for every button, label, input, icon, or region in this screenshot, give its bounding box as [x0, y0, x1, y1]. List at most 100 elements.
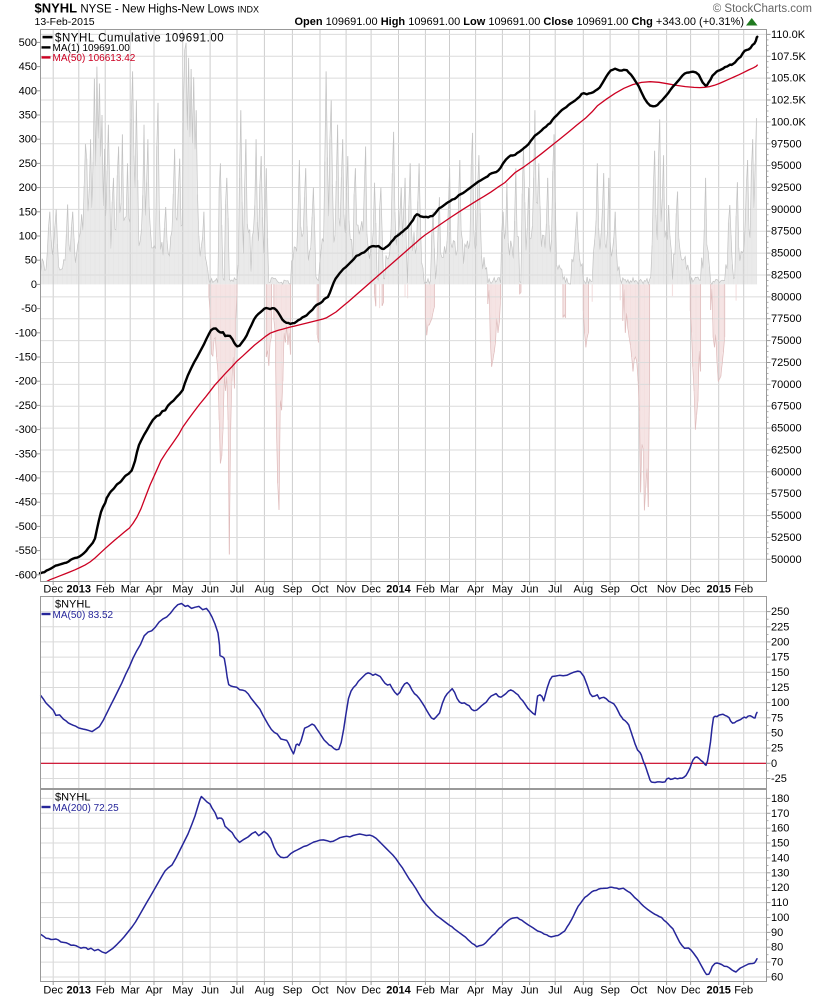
svg-text:100: 100 [771, 697, 789, 709]
svg-text:72500: 72500 [771, 357, 802, 369]
svg-text:-450: -450 [15, 497, 37, 509]
svg-text:-50: -50 [21, 303, 37, 315]
svg-text:95000: 95000 [771, 160, 802, 172]
svg-text:57500: 57500 [771, 488, 802, 500]
svg-text:125: 125 [771, 682, 789, 694]
svg-text:170: 170 [771, 808, 789, 820]
svg-text:Apr: Apr [145, 985, 162, 997]
svg-text:55000: 55000 [771, 510, 802, 522]
svg-text:150: 150 [19, 206, 37, 218]
svg-text:Aug: Aug [574, 985, 594, 997]
svg-text:75: 75 [771, 712, 783, 724]
svg-text:Feb: Feb [734, 985, 753, 997]
svg-text:100.0K: 100.0K [771, 116, 807, 128]
svg-text:Jul: Jul [230, 584, 244, 596]
svg-text:MA(1) 109691.00: MA(1) 109691.00 [53, 43, 131, 54]
svg-text:100: 100 [771, 912, 789, 924]
svg-text:25: 25 [771, 743, 783, 755]
svg-text:2014: 2014 [386, 985, 411, 997]
svg-text:Mar: Mar [121, 584, 140, 596]
svg-text:60000: 60000 [771, 466, 802, 478]
svg-text:100: 100 [19, 231, 37, 243]
svg-text:May: May [492, 584, 513, 596]
svg-text:50000: 50000 [771, 554, 802, 566]
svg-text:2013: 2013 [67, 584, 91, 596]
svg-text:Mar: Mar [440, 584, 459, 596]
svg-text:Dec: Dec [361, 985, 381, 997]
svg-text:2015: 2015 [706, 985, 730, 997]
svg-text:87500: 87500 [771, 226, 802, 238]
svg-text:Aug: Aug [255, 985, 275, 997]
svg-text:Jun: Jun [521, 985, 539, 997]
svg-text:350: 350 [19, 110, 37, 122]
svg-text:Nov: Nov [657, 985, 677, 997]
svg-text:$NYHL: $NYHL [55, 599, 90, 611]
svg-text:85000: 85000 [771, 248, 802, 260]
svg-text:Nov: Nov [336, 584, 356, 596]
svg-text:400: 400 [19, 85, 37, 97]
svg-text:160: 160 [771, 823, 789, 835]
svg-text:450: 450 [19, 61, 37, 73]
svg-text:2015: 2015 [706, 584, 730, 596]
svg-text:-500: -500 [15, 521, 37, 533]
svg-text:92500: 92500 [771, 182, 802, 194]
svg-text:Jul: Jul [548, 584, 562, 596]
svg-text:Sep: Sep [600, 985, 620, 997]
svg-text:80: 80 [771, 942, 783, 954]
svg-text:MA(200) 72.25: MA(200) 72.25 [53, 803, 120, 814]
svg-text:$NYHL: $NYHL [55, 792, 90, 804]
svg-text:180: 180 [771, 793, 789, 805]
svg-text:Oct: Oct [311, 584, 328, 596]
svg-text:110: 110 [771, 897, 789, 909]
svg-text:$NYHL Cumulative 109691.00: $NYHL Cumulative 109691.00 [55, 32, 224, 44]
svg-text:Feb: Feb [416, 985, 435, 997]
svg-text:-550: -550 [15, 545, 37, 557]
svg-text:70: 70 [771, 957, 783, 969]
svg-text:250: 250 [771, 606, 789, 618]
svg-text:Aug: Aug [255, 584, 275, 596]
svg-text:-600: -600 [15, 569, 37, 581]
svg-text:2013: 2013 [67, 985, 91, 997]
svg-text:Oct: Oct [311, 985, 328, 997]
svg-text:Feb: Feb [416, 584, 435, 596]
svg-text:70000: 70000 [771, 379, 802, 391]
svg-text:-100: -100 [15, 327, 37, 339]
svg-text:Feb: Feb [96, 985, 115, 997]
svg-text:Oct: Oct [630, 985, 647, 997]
svg-text:Dec: Dec [43, 584, 63, 596]
svg-text:300: 300 [19, 134, 37, 146]
svg-text:130: 130 [771, 867, 789, 879]
svg-text:Jul: Jul [230, 985, 244, 997]
svg-text:-150: -150 [15, 352, 37, 364]
svg-text:102.5K: 102.5K [771, 95, 807, 107]
svg-text:2014: 2014 [386, 584, 411, 596]
svg-text:Open 109691.00 High 109691.00: Open 109691.00 High 109691.00 Low 109691… [294, 16, 744, 28]
svg-text:90: 90 [771, 927, 783, 939]
svg-text:-300: -300 [15, 424, 37, 436]
svg-text:90000: 90000 [771, 204, 802, 216]
svg-text:97500: 97500 [771, 138, 802, 150]
svg-text:-400: -400 [15, 473, 37, 485]
svg-text:0: 0 [31, 279, 37, 291]
svg-text:140: 140 [771, 852, 789, 864]
svg-text:Nov: Nov [657, 584, 677, 596]
svg-text:Dec: Dec [43, 985, 63, 997]
svg-text:105.0K: 105.0K [771, 73, 807, 85]
svg-text:Mar: Mar [440, 985, 459, 997]
svg-text:50: 50 [25, 255, 37, 267]
svg-text:$NYHL NYSE - New Highs-New Low: $NYHL NYSE - New Highs-New Lows INDX [35, 1, 260, 16]
svg-text:65000: 65000 [771, 423, 802, 435]
svg-text:-250: -250 [15, 400, 37, 412]
svg-text:© StockCharts.com: © StockCharts.com [713, 3, 812, 15]
svg-text:Dec: Dec [361, 584, 381, 596]
svg-text:May: May [492, 985, 513, 997]
svg-text:Mar: Mar [121, 985, 140, 997]
svg-text:-200: -200 [15, 376, 37, 388]
svg-text:175: 175 [771, 652, 789, 664]
svg-text:MA(50) 106613.42: MA(50) 106613.42 [53, 53, 136, 64]
svg-text:Feb: Feb [734, 584, 753, 596]
svg-text:150: 150 [771, 667, 789, 679]
svg-text:Apr: Apr [145, 584, 162, 596]
svg-text:Apr: Apr [467, 584, 484, 596]
svg-text:200: 200 [19, 182, 37, 194]
